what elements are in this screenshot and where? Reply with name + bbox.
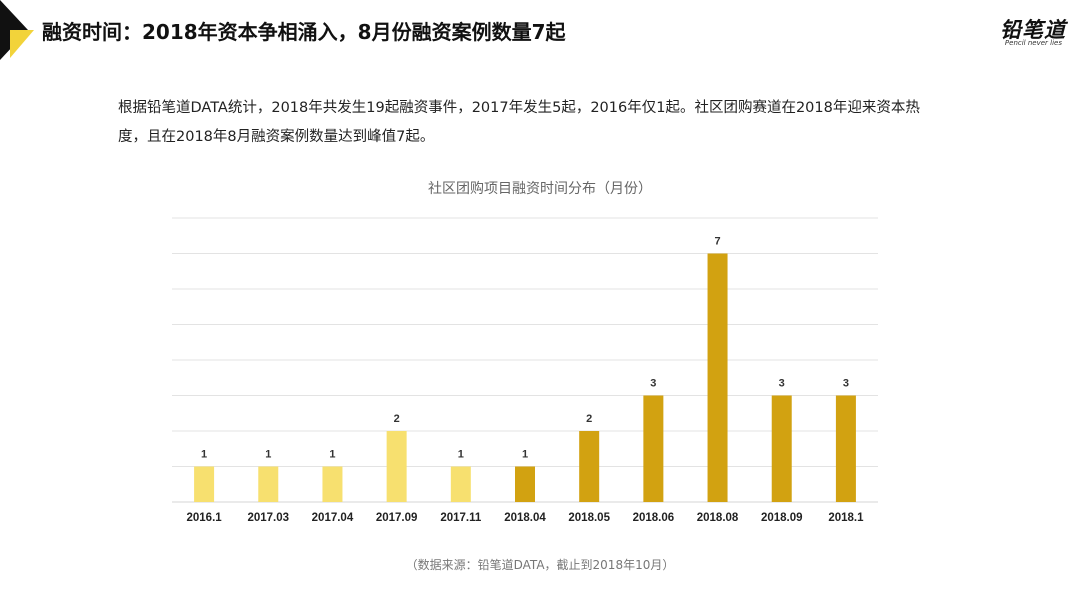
description-paragraph: 根据铅笔道DATA统计，2018年共发生19起融资事件，2017年发生5起，20… [118,100,920,145]
bar-value-label: 3 [779,378,785,390]
bar-value-label: 7 [714,236,720,248]
bar-value-label: 2 [394,413,400,425]
source-note: （数据来源：铅笔道DATA，截止到2018年10月） [405,558,675,572]
bar-value-label: 1 [265,449,271,461]
bar-value-label: 1 [458,449,464,461]
x-tick-label: 2017.03 [247,512,289,524]
x-tick-label: 2018.08 [697,512,739,524]
x-tick-label: 2018.04 [504,512,546,524]
x-tick-label: 2017.04 [312,512,354,524]
bar [450,466,471,502]
bar [258,466,279,502]
bar-value-label: 1 [329,449,335,461]
x-tick-label: 2018.06 [633,512,675,524]
bar [707,253,728,502]
bar [771,395,792,502]
page-title: 融资时间：2018年资本争相涌入，8月份融资案例数量7起 [42,20,566,44]
bar [835,395,856,502]
bar [386,431,407,502]
chart-x-tick-labels: 2016.1 2017.03 2017.04 2017.09 2017.11 2018.0… [186,512,864,524]
bar [194,466,215,502]
bar-value-label: 1 [201,449,207,461]
bar [643,395,664,502]
x-tick-label: 2017.11 [440,512,482,524]
bar [515,466,535,502]
chart-bars [194,253,856,502]
logo-tagline: Pencil never lies [1004,39,1062,47]
x-tick-label: 2018.09 [761,512,803,524]
bar-value-label: 1 [522,449,528,461]
bar-value-label: 3 [650,378,656,390]
bar [579,431,600,502]
chart-grid [172,217,878,503]
x-tick-label: 2016.1 [186,512,222,524]
bar [322,466,343,502]
bar-value-label: 3 [843,378,849,390]
bar-value-label: 2 [586,413,592,425]
chart-value-labels: 1 1 1 2 1 1 2 3 7 3 3 [201,236,849,461]
x-tick-label: 2018.1 [828,512,864,524]
x-tick-label: 2018.05 [568,512,610,524]
brand-logo: 铅笔道 Pencil never lies [986,14,1066,50]
corner-accent-icon [0,0,34,60]
x-tick-label: 2017.09 [376,512,418,524]
logo-wordmark: 铅笔道 [1000,18,1066,42]
chart-title: 社区团购项目融资时间分布（月份） [428,181,652,197]
